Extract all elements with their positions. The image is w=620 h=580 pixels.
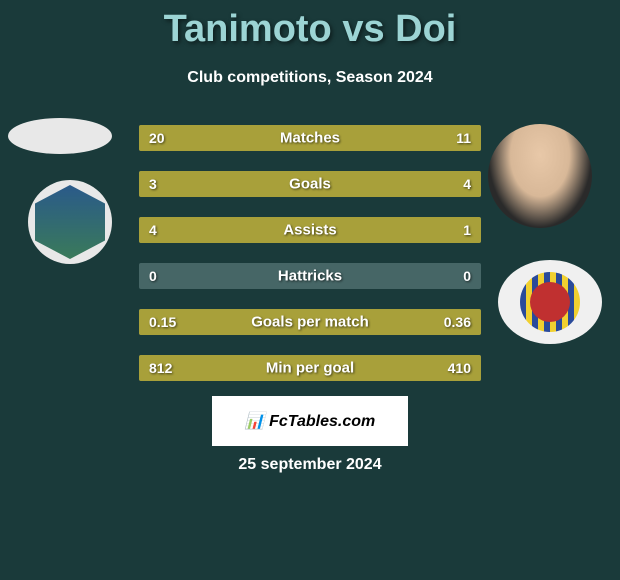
subtitle: Club competitions, Season 2024	[0, 69, 620, 87]
stat-value-right: 1	[463, 222, 471, 238]
branding-box: 📊 FcTables.com	[212, 396, 408, 446]
stat-value-right: 4	[463, 176, 471, 192]
stat-label: Hattricks	[278, 268, 342, 285]
stat-label: Min per goal	[266, 360, 354, 377]
player-left-avatar	[8, 118, 112, 154]
club-right-badge	[498, 260, 602, 344]
club-icon	[510, 267, 590, 337]
stat-value-right: 0	[463, 268, 471, 284]
stat-label: Assists	[283, 222, 336, 239]
face-icon	[488, 124, 592, 228]
stat-value-left: 0	[149, 268, 157, 284]
page-title: Tanimoto vs Doi	[0, 0, 620, 51]
date-label: 25 september 2024	[238, 456, 381, 474]
stat-label: Goals per match	[251, 314, 369, 331]
bar-left	[139, 217, 413, 243]
shield-icon	[35, 185, 105, 259]
club-left-badge	[28, 180, 112, 264]
stat-row: 4 Assists 1	[138, 216, 482, 244]
player-right-avatar	[488, 124, 592, 228]
bar-left	[139, 171, 286, 197]
stat-value-left: 4	[149, 222, 157, 238]
stat-value-left: 0.15	[149, 314, 176, 330]
stat-label: Matches	[280, 130, 340, 147]
stat-row: 0.15 Goals per match 0.36	[138, 308, 482, 336]
stat-value-right: 410	[448, 360, 471, 376]
stat-row: 20 Matches 11	[138, 124, 482, 152]
stat-value-right: 11	[456, 130, 471, 146]
stat-value-left: 812	[149, 360, 172, 376]
stat-value-left: 3	[149, 176, 157, 192]
stat-value-left: 20	[149, 130, 165, 146]
stat-row: 812 Min per goal 410	[138, 354, 482, 382]
stats-container: 20 Matches 11 3 Goals 4 4 Assists 1 0 Ha…	[138, 124, 482, 400]
stat-row: 0 Hattricks 0	[138, 262, 482, 290]
stat-row: 3 Goals 4	[138, 170, 482, 198]
stat-value-right: 0.36	[444, 314, 471, 330]
stat-label: Goals	[289, 176, 331, 193]
